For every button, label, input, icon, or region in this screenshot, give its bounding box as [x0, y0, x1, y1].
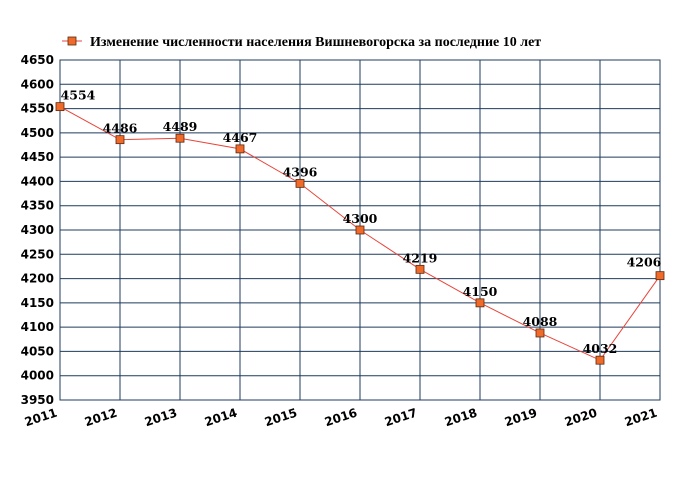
legend-marker-sample [67, 36, 77, 46]
y-tick-label: 4550 [21, 102, 54, 116]
data-point [415, 264, 425, 274]
x-tick-label: 2021 [623, 406, 659, 430]
y-tick-label: 4100 [21, 320, 54, 334]
x-tick-label: 2011 [23, 406, 59, 430]
data-label: 4486 [103, 121, 138, 136]
data-point [355, 225, 365, 235]
data-point [595, 355, 605, 365]
x-tick-label: 2019 [503, 406, 539, 430]
data-label: 4300 [343, 211, 378, 226]
data-point [295, 178, 305, 188]
data-point [475, 298, 485, 308]
grid [59, 59, 661, 401]
y-tick-label: 4250 [21, 247, 54, 261]
data-point [655, 271, 665, 281]
data-label: 4032 [583, 341, 618, 356]
data-labels: 4554 4486 4489 4467 4396 4300 4219 4150 4088 4032… [61, 88, 662, 357]
data-label: 4150 [463, 284, 498, 299]
y-tick-label: 4050 [21, 344, 54, 358]
data-point [175, 133, 185, 143]
y-tick-label: 3950 [21, 393, 54, 407]
x-axis: 2011 2012 2013 2014 2015 2016 2017 2018 2019 2020… [23, 406, 659, 430]
data-label: 4467 [223, 130, 258, 145]
series-population [55, 102, 665, 365]
x-tick-label: 2018 [443, 406, 479, 430]
x-tick-label: 2014 [203, 406, 239, 430]
data-label: 4554 [61, 88, 96, 103]
legend: Изменение численности населения Вишневог… [62, 35, 541, 50]
data-point [235, 144, 245, 154]
x-tick-label: 2020 [563, 406, 599, 430]
y-tick-label: 4200 [21, 272, 54, 286]
y-tick-label: 4650 [21, 53, 54, 67]
data-label: 4088 [523, 314, 558, 329]
data-point [535, 328, 545, 338]
data-label: 4219 [403, 250, 438, 265]
data-label: 4489 [163, 119, 198, 134]
y-tick-label: 4150 [21, 296, 54, 310]
y-tick-label: 4600 [21, 77, 54, 91]
y-tick-label: 4450 [21, 150, 54, 164]
y-axis: 3950 4000 4050 4100 4150 4200 4250 4300 4350 4400… [21, 53, 54, 407]
legend-label: Изменение численности населения Вишневог… [90, 35, 541, 50]
y-tick-label: 4400 [21, 174, 54, 188]
x-tick-label: 2016 [323, 406, 359, 430]
y-tick-label: 4000 [21, 369, 54, 383]
x-tick-label: 2012 [83, 406, 119, 430]
data-point [115, 135, 125, 145]
y-tick-label: 4300 [21, 223, 54, 237]
data-point [55, 102, 65, 112]
x-tick-label: 2017 [383, 406, 419, 430]
x-tick-label: 2015 [263, 406, 299, 430]
y-tick-label: 4350 [21, 199, 54, 213]
data-label: 4206 [627, 255, 662, 270]
x-tick-label: 2013 [143, 406, 179, 430]
plot-frame [59, 59, 661, 401]
data-label: 4396 [283, 164, 318, 179]
y-tick-label: 4500 [21, 126, 54, 140]
